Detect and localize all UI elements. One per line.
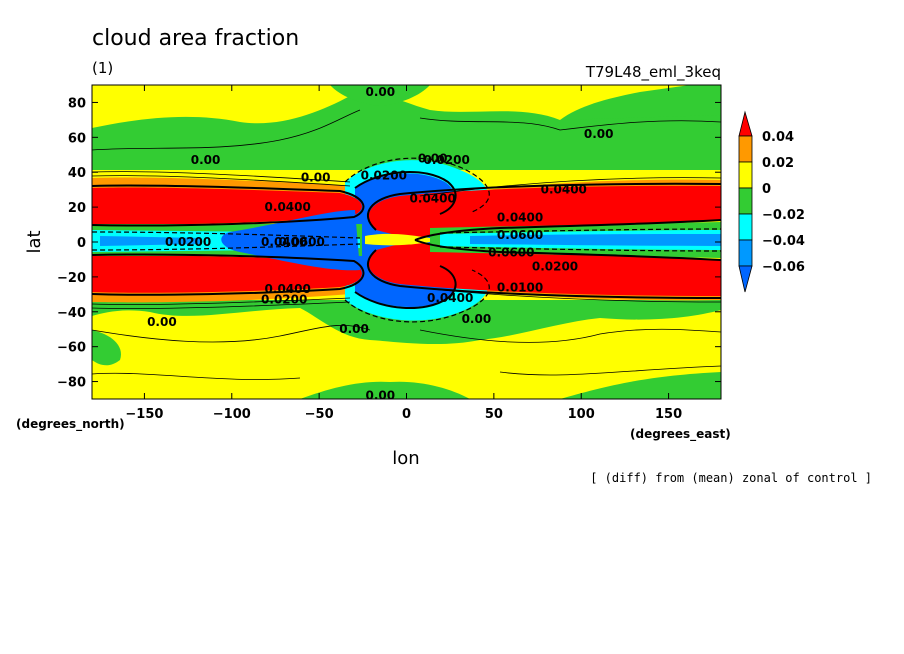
colorbar-segment-green bbox=[738, 187, 753, 215]
x-axis-units: (degrees_east) bbox=[630, 427, 731, 442]
y-axis-units: (degrees_north) bbox=[16, 417, 125, 432]
contour-label: 0.0400 bbox=[427, 291, 473, 305]
chart-subtitle-left: (1) bbox=[92, 59, 113, 77]
field-red-nh-west bbox=[92, 187, 362, 225]
x-axis-ticks: −150 −100 −50 0 50 100 150 bbox=[125, 85, 682, 422]
x-tick-label: 150 bbox=[655, 407, 682, 422]
contour-label: 0.00 bbox=[365, 85, 395, 99]
y-axis-ticks: 80 60 40 20 0 −20 −40 −60 −80 bbox=[57, 96, 721, 391]
chart-title: cloud area fraction bbox=[92, 26, 299, 51]
field-blue-eq-west bbox=[221, 210, 360, 271]
contour-label: 0.00 bbox=[418, 151, 448, 165]
field-green-sp bbox=[300, 381, 470, 399]
field-green-np-bump bbox=[560, 85, 721, 120]
colorbar-labels: 0.04 0.02 0 −0.02 −0.04 −0.06 bbox=[762, 130, 805, 275]
x-tick-label: −100 bbox=[213, 407, 251, 422]
colorbar-segment-yellow bbox=[738, 161, 753, 189]
colorbar-segment-blue bbox=[738, 239, 753, 267]
contour-label: 0.00 bbox=[339, 322, 369, 336]
contour-label: 0.0200 bbox=[424, 153, 470, 167]
colorbar-label: −0.02 bbox=[762, 208, 805, 223]
colorbar-segment-cyan bbox=[738, 213, 753, 241]
field-red-nh-east bbox=[368, 185, 721, 240]
y-tick-label: −40 bbox=[57, 306, 86, 321]
colorbar-segment-orange bbox=[738, 135, 753, 163]
contour-labels: 0.000.000.00 0.000.00 0.02000.02000.04000.… bbox=[147, 85, 614, 403]
contour-label: 0.00 bbox=[301, 170, 331, 184]
y-tick-label: −80 bbox=[57, 376, 86, 391]
heatmap-field bbox=[92, 85, 721, 399]
field-blue-eq-east bbox=[470, 234, 721, 246]
contour-label: 0.00 bbox=[191, 153, 221, 167]
contour-lines-bold bbox=[92, 171, 721, 309]
contour-label: 0.00 bbox=[462, 312, 492, 326]
contour-label: 0.00 bbox=[584, 127, 614, 141]
colorbar-label: 0 bbox=[762, 182, 771, 197]
y-tick-label: 80 bbox=[68, 96, 86, 111]
x-tick-label: −50 bbox=[305, 407, 334, 422]
contour-label: 0.0200 bbox=[165, 235, 211, 249]
field-green-sp-east bbox=[560, 372, 721, 399]
colorbar-top-triangle bbox=[738, 110, 753, 137]
field-red-sh-west bbox=[92, 255, 362, 293]
y-tick-label: 60 bbox=[68, 131, 86, 146]
contour-label: 0.0200 bbox=[261, 293, 307, 307]
contour-label: 0.00 bbox=[147, 315, 177, 329]
field-yellow-eq-center bbox=[365, 233, 430, 246]
field-red-sh-east bbox=[368, 240, 721, 296]
contour-label: 0.0200 bbox=[532, 259, 578, 273]
contour-label: 0.0600 bbox=[488, 245, 534, 259]
colorbar-label: 0.02 bbox=[762, 156, 794, 171]
field-green-nh-mid bbox=[92, 93, 721, 170]
field-blue-eq-west-small bbox=[100, 236, 200, 246]
contour-label: 0.0100 bbox=[497, 280, 543, 294]
colorbar: 0.04 0.02 0 −0.02 −0.04 −0.06 bbox=[738, 110, 805, 293]
y-tick-label: −20 bbox=[57, 271, 86, 286]
contour-label: 0.0600 bbox=[279, 235, 325, 249]
chart-subtitle-right: T79L48_eml_3keq bbox=[585, 63, 721, 82]
contour-label: 0.0200 bbox=[361, 169, 407, 183]
contour-label: 0.0600 bbox=[497, 228, 543, 242]
contour-label: 0.0400 bbox=[410, 191, 456, 205]
y-tick-label: −60 bbox=[57, 341, 86, 356]
x-tick-label: 100 bbox=[568, 407, 595, 422]
contour-label: 0.0400 bbox=[265, 200, 311, 214]
colorbar-label: −0.04 bbox=[762, 234, 805, 249]
contour-lines-dashed bbox=[92, 157, 721, 323]
field-green-sw bbox=[92, 330, 121, 366]
x-axis-label: lon bbox=[392, 448, 419, 469]
x-tick-label: −150 bbox=[125, 407, 163, 422]
contour-label: 0.0400 bbox=[497, 211, 543, 225]
colorbar-bottom-triangle bbox=[738, 265, 753, 293]
contour-label: 0.00 bbox=[365, 389, 395, 403]
colorbar-label: 0.04 bbox=[762, 130, 794, 145]
x-tick-label: 50 bbox=[485, 407, 503, 422]
field-green-nh-north bbox=[330, 85, 430, 106]
y-tick-label: 40 bbox=[68, 166, 86, 181]
y-axis-label: lat bbox=[24, 230, 45, 253]
contour-label: 0.0400 bbox=[265, 282, 311, 296]
x-tick-label: 0 bbox=[402, 407, 411, 422]
y-tick-label: 20 bbox=[68, 201, 86, 216]
contour-label: 0.0400 bbox=[261, 235, 307, 249]
colorbar-label: −0.06 bbox=[762, 260, 805, 275]
footnote: [ (diff) from (mean) zonal of control ] bbox=[590, 471, 872, 485]
contour-label: 0.0400 bbox=[541, 183, 587, 197]
y-tick-label: 0 bbox=[77, 236, 86, 251]
